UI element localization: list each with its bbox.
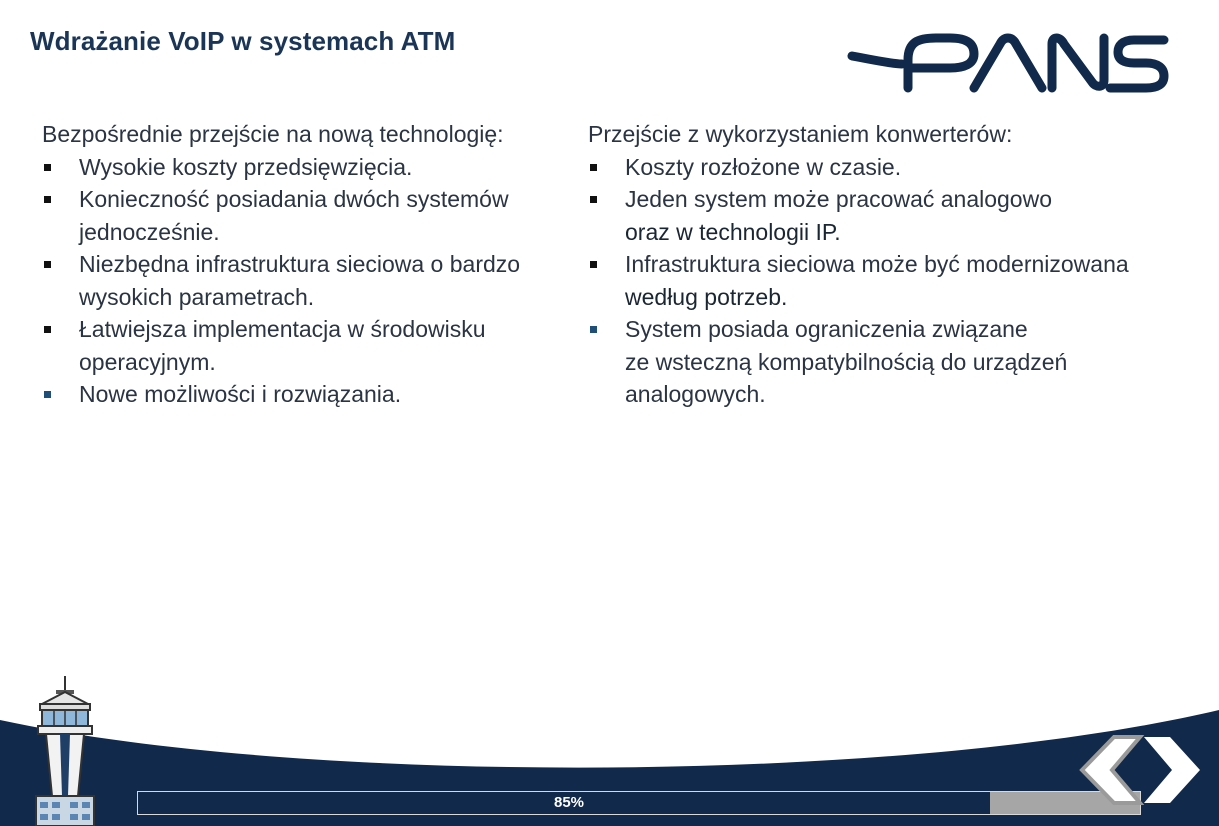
- progress-label: 85%: [553, 794, 585, 811]
- control-tower-icon: [35, 676, 95, 826]
- list-item-text: System posiada ograniczenia związane: [625, 316, 1028, 342]
- list-item-continuation: według potrzeb.: [625, 283, 788, 310]
- slide-title: Wdrażanie VoIP w systemach ATM: [30, 26, 456, 56]
- list-item: Niezbędna infrastruktura sieciowa o bard…: [42, 248, 562, 313]
- list-item: System posiada ograniczenia związane ze w…: [588, 313, 1188, 411]
- progress-fill: [138, 792, 990, 814]
- left-column: Bezpośrednie przejście na nową technolog…: [42, 118, 562, 411]
- list-item: Koszty rozłożone w czasie.: [588, 151, 1188, 184]
- right-column: Przejście z wykorzystaniem konwerterów: …: [588, 118, 1188, 411]
- list-item: Konieczność posiadania dwóch systemów je…: [42, 183, 562, 248]
- list-item: Łatwiejsza implementacja w środowisku op…: [42, 313, 562, 378]
- list-item-text: Jeden system może pracować analogowo: [625, 186, 1053, 212]
- list-item-continuation: ze wsteczną kompatybilnością do urządzeń…: [625, 348, 1068, 408]
- list-item: Nowe możliwości i rozwiązania.: [42, 378, 562, 411]
- list-item: Wysokie koszty przedsięwzięcia.: [42, 151, 562, 184]
- chevron-right-icon[interactable]: [1140, 733, 1204, 807]
- right-bullet-list: Koszty rozłożone w czasie. Jeden system …: [588, 151, 1188, 411]
- left-bullet-list: Wysokie koszty przedsięwzięcia. Konieczn…: [42, 151, 562, 411]
- list-item: Jeden system może pracować analogowo oraz…: [588, 183, 1188, 248]
- list-item-text: Koszty rozłożone w czasie.: [625, 153, 902, 180]
- chevron-left-icon[interactable]: [1076, 733, 1146, 807]
- list-item: Infrastruktura sieciowa może być moderni…: [588, 248, 1188, 313]
- progress-bar: 85%: [137, 791, 1141, 815]
- pansa-logo: [847, 33, 1169, 93]
- left-column-heading: Bezpośrednie przejście na nową technolog…: [42, 121, 504, 147]
- list-item-text: Infrastruktura sieciowa może być moderni…: [625, 251, 1129, 277]
- list-item-continuation: oraz w technologii IP.: [625, 218, 841, 245]
- right-column-heading: Przejście z wykorzystaniem konwerterów:: [588, 121, 1013, 147]
